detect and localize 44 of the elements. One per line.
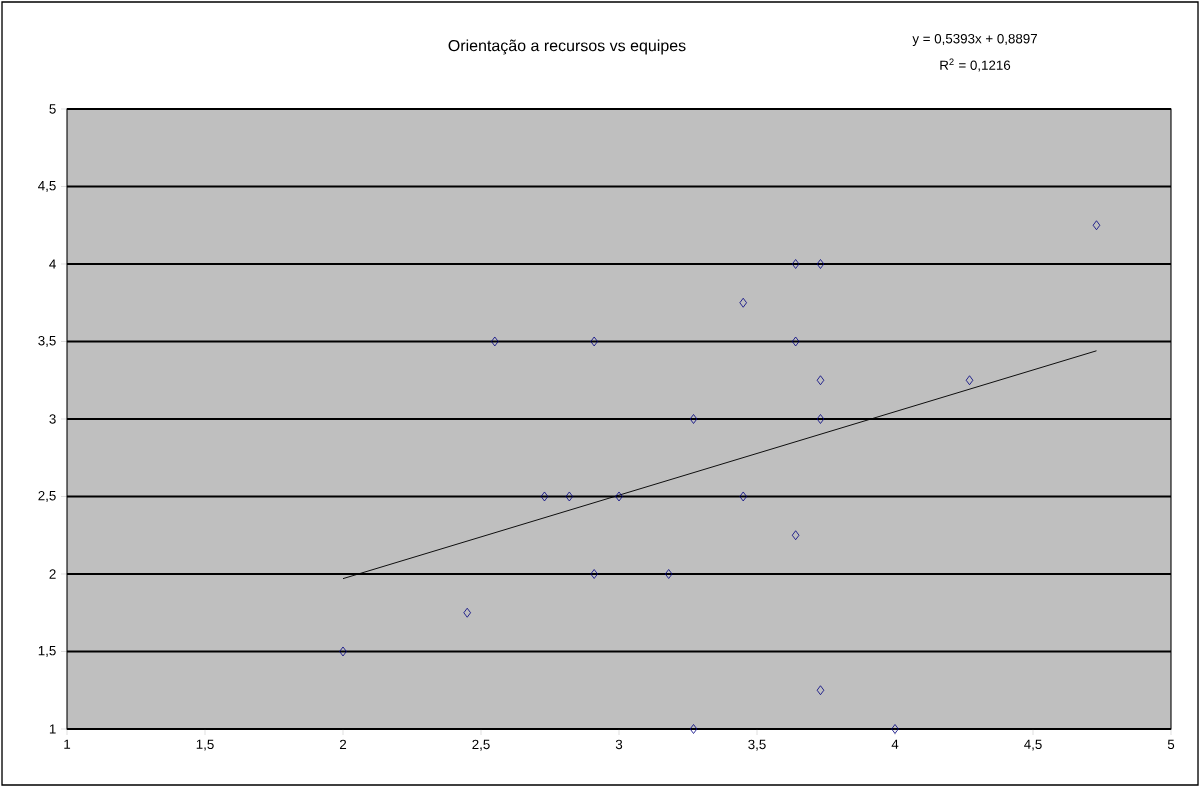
point [339,646,347,657]
y-tick-label: 3 [49,414,56,424]
point [816,685,825,696]
y-tick-label: 2,5 [38,490,56,502]
x-tick-label: 5 [1167,739,1175,749]
x-tick-label: 4 [891,739,899,749]
point [739,297,747,308]
point [791,259,800,269]
x-tick-label: 1 [64,739,71,749]
x-tick-label: 1,5 [196,739,214,751]
point [739,491,747,502]
point [590,336,598,347]
point [965,375,974,386]
point [791,336,800,347]
x-tick-label: 3 [615,739,623,750]
point [689,414,698,424]
y-tick-label: 2 [49,569,56,579]
y-tick-label: 4 [49,259,56,269]
y-tick-label: 3,5 [38,335,56,347]
point [463,607,471,618]
x-tick-label: 2 [339,739,347,750]
point [891,724,899,734]
point [565,491,574,502]
y-tick-label: 4,5 [38,181,56,192]
y-tick-label: 1,5 [38,646,56,657]
x-tick-label: 3,5 [748,739,766,751]
point [540,491,549,502]
x-tick-label: 4,5 [1024,739,1042,751]
point [791,530,800,541]
y-tick-label: 1 [49,724,56,734]
point [590,569,598,579]
point [689,724,698,734]
point [816,259,825,269]
x-tick-label: 2,5 [472,739,490,751]
text: y = 0,5393x + 0,8897 [912,33,1037,47]
y-tick-label: 5 [49,104,56,114]
point [491,336,499,347]
text: R$^{2}$ = 0,1216 [940,58,1011,72]
point [615,491,623,502]
point [1092,220,1101,231]
point [816,414,825,424]
point [816,375,825,386]
chart-title: Orientação a recursos vs equipes [448,39,686,55]
point [664,569,673,579]
